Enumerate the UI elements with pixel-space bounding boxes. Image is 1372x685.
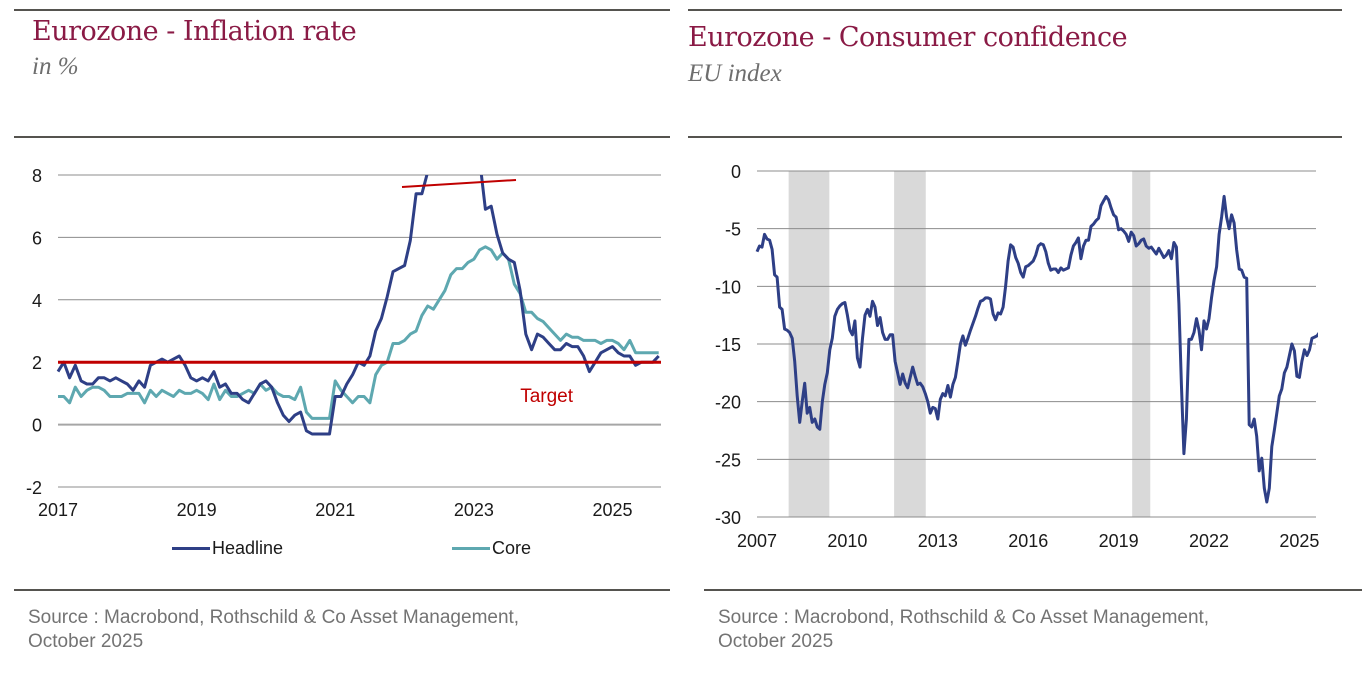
axis-break-line bbox=[401, 179, 517, 188]
x-tick-label: 2023 bbox=[454, 500, 494, 520]
y-tick-label: 6 bbox=[32, 228, 42, 248]
x-tick-label: 2025 bbox=[592, 500, 632, 520]
y-tick-label: -25 bbox=[715, 450, 741, 470]
left-source-line1: Source : Macrobond, Rothschild & Co Asse… bbox=[28, 607, 520, 628]
right-top-rule bbox=[688, 9, 1342, 11]
right-footer-rule bbox=[704, 589, 1362, 591]
target-label: Target bbox=[520, 386, 574, 407]
series-line-consumer-confidence bbox=[755, 194, 1318, 504]
y-tick-label: -15 bbox=[715, 335, 741, 355]
x-tick-label: 2022 bbox=[1189, 531, 1229, 551]
inflation-chart: -2 0 2 4 6 8 2017 2019 2021 2023 2025 Target bbox=[26, 166, 661, 520]
x-tick-label: 2019 bbox=[1099, 531, 1139, 551]
y-tick-label: -5 bbox=[725, 220, 741, 240]
x-tick-label: 2010 bbox=[827, 531, 867, 551]
y-tick-label: 4 bbox=[32, 291, 42, 311]
legend-core-label: Core bbox=[492, 538, 532, 558]
legend-core-swatch bbox=[452, 547, 490, 550]
x-tick-label: 2007 bbox=[737, 531, 777, 551]
right-chart-subtitle: EU index bbox=[688, 60, 782, 87]
left-header-rule bbox=[14, 136, 670, 138]
left-source: Source : Macrobond, Rothschild & Co Asse… bbox=[28, 606, 648, 654]
x-tick-label: 2025 bbox=[1279, 531, 1319, 551]
y-tick-label: -20 bbox=[715, 393, 741, 413]
x-tick-label: 2021 bbox=[315, 500, 355, 520]
y-tick-label: -30 bbox=[715, 508, 741, 528]
right-header-rule bbox=[688, 136, 1342, 138]
x-tick-label: 2019 bbox=[177, 500, 217, 520]
right-source-line1: Source : Macrobond, Rothschild & Co Asse… bbox=[718, 607, 1210, 628]
consumer-confidence-chart: -30 -25 -20 -15 -10 -5 0 2007 2010 2013 2016 2019 20… bbox=[715, 162, 1319, 551]
legend-headline: Headline bbox=[172, 538, 283, 559]
y-tick-label: 0 bbox=[731, 162, 741, 182]
series-line-core bbox=[58, 245, 659, 420]
x-tick-label: 2017 bbox=[38, 500, 78, 520]
right-source-line2: October 2025 bbox=[718, 631, 834, 652]
legend-headline-label: Headline bbox=[212, 538, 284, 558]
left-chart-title: Eurozone - Inflation rate bbox=[32, 16, 357, 47]
left-footer-rule bbox=[14, 589, 670, 591]
y-tick-label: 2 bbox=[32, 353, 42, 373]
y-tick-label: 0 bbox=[32, 416, 42, 436]
left-chart-subtitle: in % bbox=[32, 53, 79, 80]
left-source-line2: October 2025 bbox=[28, 631, 144, 652]
right-chart-title: Eurozone - Consumer confidence bbox=[688, 22, 1128, 53]
x-tick-label: 2016 bbox=[1008, 531, 1048, 551]
y-tick-label: 8 bbox=[32, 166, 42, 186]
right-source: Source : Macrobond, Rothschild & Co Asse… bbox=[718, 606, 1338, 654]
left-top-rule bbox=[14, 9, 670, 11]
y-tick-label: -2 bbox=[26, 478, 42, 498]
legend-headline-swatch bbox=[172, 547, 210, 550]
y-tick-label: -10 bbox=[715, 277, 741, 297]
x-tick-label: 2013 bbox=[918, 531, 958, 551]
legend-core: Core bbox=[452, 538, 531, 559]
